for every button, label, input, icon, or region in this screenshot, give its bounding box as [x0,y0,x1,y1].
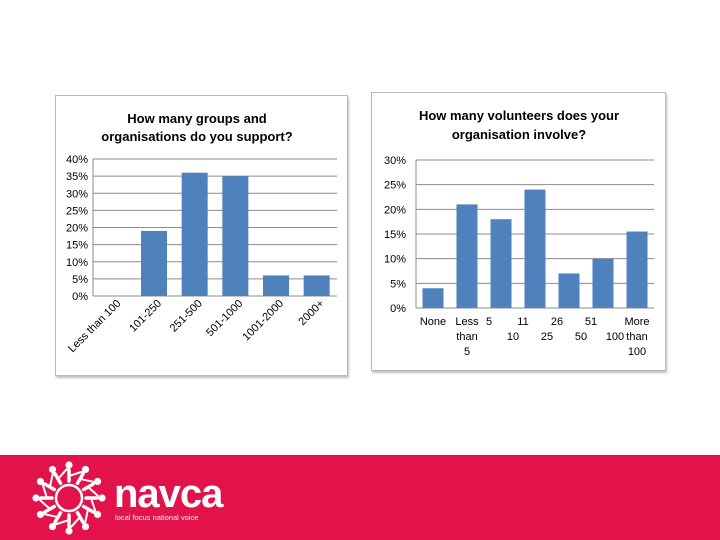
figure-head [93,477,102,486]
y-tick-label: 40% [66,154,88,166]
chart-volunteers-involved: How many volunteers does your organisatio… [371,92,666,371]
logo-hub [54,483,84,513]
logo-figures [32,461,106,535]
figure-arm [70,516,81,528]
chart-groups-supported-svg: How many groups and organisations do you … [66,111,337,355]
x-category-label: 101-250 [127,298,164,335]
figure-head [81,522,90,531]
figure-head [36,510,45,519]
figure-head [36,477,45,486]
y-tick-label: 5% [72,274,88,286]
bar [303,275,330,296]
figure-arm [79,477,94,483]
x-category-label: 100 [628,346,646,358]
chart-title-line: organisation involve? [452,127,586,142]
figure-arm [90,497,97,512]
y-tick-label: 20% [384,204,406,216]
figure-arm [87,486,99,497]
figure-arm [39,499,51,510]
x-category-label: 2000+ [296,298,326,328]
figure-head [93,510,102,519]
bar [141,230,167,296]
x-category-label: than [626,331,647,343]
x-category-label: 26 [551,316,563,328]
brand-tagline: local focus national voice [115,513,199,522]
chart-volunteers-involved-svg: How many volunteers does your organisatio… [384,108,654,358]
figure-arm [44,513,59,519]
bar [263,275,289,296]
figure-arm [57,468,68,480]
y-tick-label: 0% [72,291,88,303]
bar [490,219,512,308]
x-category-label: 100 [606,331,624,343]
chart-title-line: How many volunteers does your [419,108,619,123]
y-tick-label: 20% [66,223,88,235]
bar [422,288,444,308]
x-category-label: 11 [517,316,528,328]
x-category-label: 251-500 [168,298,205,335]
x-category-label: than [456,331,477,343]
x-category-label: Less [455,316,479,328]
y-tick-label: 25% [384,180,406,192]
figure-head [65,527,73,535]
x-category-label: 5 [486,316,492,328]
x-category-label: 501-1000 [204,298,245,339]
people-circle-icon [32,461,106,535]
figure-head [98,494,106,502]
y-tick-label: 30% [66,188,88,200]
x-category-label: 25 [541,331,553,343]
bar [558,273,580,308]
figure-arm [55,519,70,526]
x-category-label: 51 [585,316,597,328]
y-tick-label: 0% [390,303,406,315]
bar [626,231,648,308]
figure-head [81,465,90,474]
x-category-label: None [420,316,446,328]
chart-groups-supported: How many groups and organisations do you … [55,95,348,376]
y-tick-label: 25% [66,205,88,217]
x-category-label: 1001-2000 [240,298,286,344]
x-category-label: 10 [507,331,519,343]
figure-head [48,522,57,531]
y-tick-label: 35% [66,171,88,183]
brand-name: navca [114,472,223,516]
bar [592,258,614,308]
x-category-label: 5 [464,346,470,358]
footer-band [0,455,720,540]
bar [222,176,249,296]
bar [456,204,478,308]
bar [524,189,546,308]
y-tick-label: 10% [384,254,406,266]
bar [181,172,208,296]
y-tick-label: 5% [390,278,406,290]
y-tick-label: 10% [66,257,88,269]
figure-head [65,461,73,469]
x-category-label: More [624,316,649,328]
figure-head [48,465,57,474]
figure-arm [48,473,54,488]
figure-arm [68,470,83,477]
x-category-label: Less than 100 [66,298,123,355]
y-tick-label: 15% [66,240,88,252]
figure-arm [84,508,90,523]
y-tick-label: 15% [384,229,406,241]
figure-arm [41,484,48,499]
chart-title-line: organisations do you support? [101,129,292,144]
x-category-label: 50 [575,331,587,343]
chart-title-line: How many groups and [127,111,266,126]
figure-head [32,494,40,502]
y-tick-label: 30% [384,155,406,167]
